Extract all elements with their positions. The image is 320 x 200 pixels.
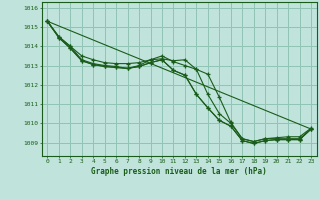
X-axis label: Graphe pression niveau de la mer (hPa): Graphe pression niveau de la mer (hPa) [91, 167, 267, 176]
